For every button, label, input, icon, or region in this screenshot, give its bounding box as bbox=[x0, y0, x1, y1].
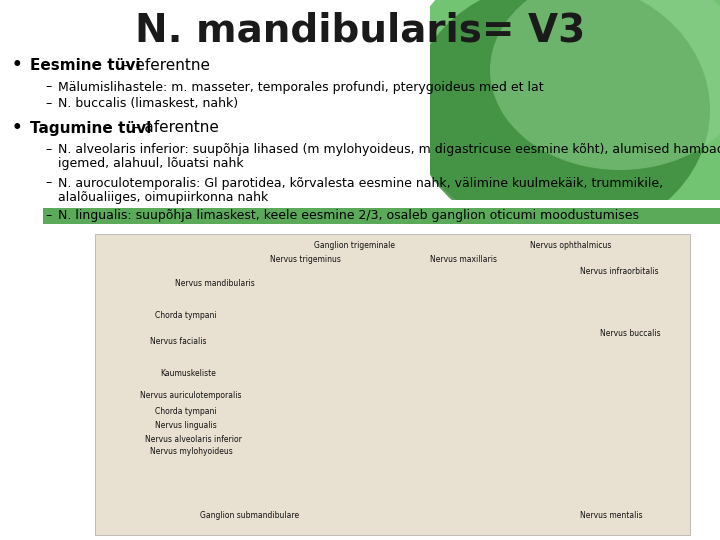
Text: N. alveolaris inferior: suupõhja lihased (m mylohyoideus, m digastricuse eesmine: N. alveolaris inferior: suupõhja lihased… bbox=[58, 144, 720, 157]
Ellipse shape bbox=[400, 0, 720, 245]
Text: Nervus mentalis: Nervus mentalis bbox=[580, 510, 643, 519]
Text: Tagumine tüvi: Tagumine tüvi bbox=[30, 120, 151, 136]
Text: N. mandibularis= V3: N. mandibularis= V3 bbox=[135, 11, 585, 49]
Bar bbox=[0, 0, 430, 540]
Text: –: – bbox=[45, 80, 51, 93]
Text: – eferentne: – eferentne bbox=[118, 57, 210, 72]
Bar bbox=[95, 234, 690, 535]
Bar bbox=[430, 200, 720, 540]
Text: Nervus auriculotemporalis: Nervus auriculotemporalis bbox=[140, 392, 241, 401]
Text: Ganglion trigeminale: Ganglion trigeminale bbox=[315, 241, 395, 251]
Text: Mälumislihastele: m. masseter, temporales profundi, pterygoideus med et lat: Mälumislihastele: m. masseter, temporale… bbox=[58, 80, 544, 93]
Text: –: – bbox=[45, 177, 51, 190]
Ellipse shape bbox=[490, 0, 720, 170]
Text: Nervus maxillaris: Nervus maxillaris bbox=[430, 254, 497, 264]
Text: Nervus mandibularis: Nervus mandibularis bbox=[175, 280, 255, 288]
Text: Kaumuskeliste: Kaumuskeliste bbox=[160, 369, 216, 379]
Text: Nervus lingualis: Nervus lingualis bbox=[155, 421, 217, 429]
Text: Nervus facialis: Nervus facialis bbox=[150, 338, 207, 347]
Text: –: – bbox=[45, 144, 51, 157]
Text: –: – bbox=[45, 98, 51, 111]
Text: Nervus buccalis: Nervus buccalis bbox=[600, 329, 661, 339]
Text: Eesmine tüvi: Eesmine tüvi bbox=[30, 57, 140, 72]
Text: Nervus alveolaris inferior: Nervus alveolaris inferior bbox=[145, 435, 242, 443]
Text: N. auroculotemporalis: Gl parotidea, kõrvalesta eesmine nahk, välimine kuulmekäi: N. auroculotemporalis: Gl parotidea, kõr… bbox=[58, 177, 663, 190]
Text: N. buccalis (limaskest, nahk): N. buccalis (limaskest, nahk) bbox=[58, 98, 238, 111]
Bar bbox=[43, 208, 720, 224]
Text: Chorda tympani: Chorda tympani bbox=[155, 407, 217, 415]
Text: Nervus ophthalmicus: Nervus ophthalmicus bbox=[530, 241, 611, 251]
Text: Nervus mylohyoideus: Nervus mylohyoideus bbox=[150, 448, 233, 456]
Text: – aferentne: – aferentne bbox=[127, 120, 219, 136]
Ellipse shape bbox=[410, 0, 710, 240]
Text: Ganglion submandibulare: Ganglion submandibulare bbox=[200, 510, 299, 519]
Text: Nervus trigeminus: Nervus trigeminus bbox=[270, 254, 341, 264]
Text: Chorda tympani: Chorda tympani bbox=[155, 312, 217, 321]
Text: Nervus infraorbitalis: Nervus infraorbitalis bbox=[580, 267, 659, 276]
Text: •: • bbox=[12, 56, 22, 74]
Text: alalõualiiges, oimupiirkonna nahk: alalõualiiges, oimupiirkonna nahk bbox=[58, 191, 269, 204]
Text: •: • bbox=[12, 119, 22, 137]
Text: igemed, alahuul, lõuatsi nahk: igemed, alahuul, lõuatsi nahk bbox=[58, 158, 243, 171]
Text: N. lingualis: suupõhja limaskest, keele eesmine 2/3, osaleb ganglion oticumi moo: N. lingualis: suupõhja limaskest, keele … bbox=[58, 210, 639, 222]
Text: –: – bbox=[45, 210, 51, 222]
